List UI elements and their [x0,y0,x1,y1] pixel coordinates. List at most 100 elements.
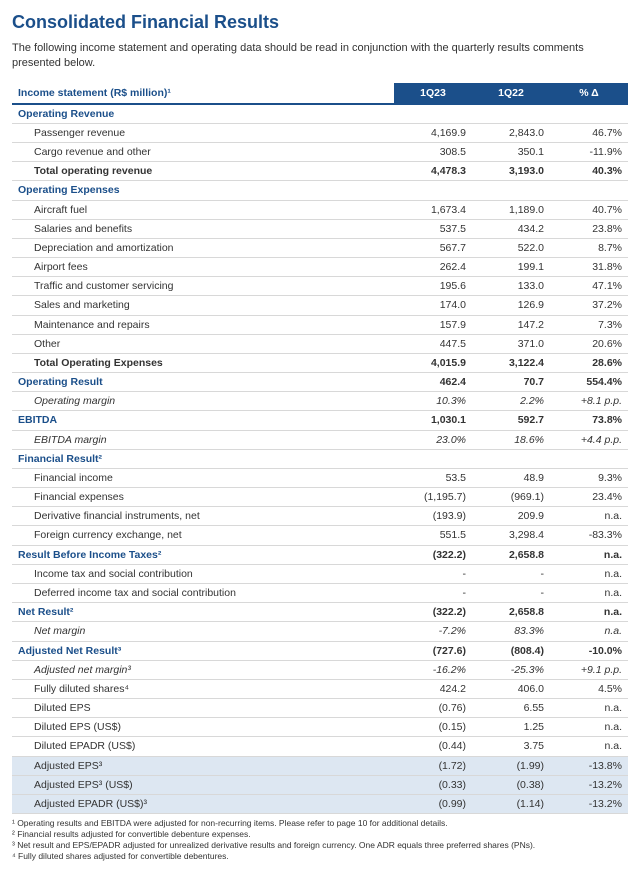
table-row: Operating Result462.470.7554.4% [12,373,628,392]
row-label: Operating Expenses [12,181,394,200]
row-c2: - [472,564,550,583]
table-row: Cargo revenue and other308.5350.1-11.9% [12,143,628,162]
row-c3: 23.4% [550,488,628,507]
table-row: Financial income53.548.99.3% [12,468,628,487]
row-label: Financial income [12,468,394,487]
header-label: Income statement (R$ million)¹ [12,83,394,104]
row-c1: 424.2 [394,679,472,698]
row-c3: 20.6% [550,334,628,353]
table-row: Derivative financial instruments, net(19… [12,507,628,526]
row-c2: 434.2 [472,219,550,238]
row-c1: (322.2) [394,603,472,622]
row-c2: 371.0 [472,334,550,353]
table-row: Result Before Income Taxes²(322.2)2,658.… [12,545,628,564]
row-c2: 3,298.4 [472,526,550,545]
row-c3: 23.8% [550,219,628,238]
table-row: Financial expenses(1,195.7)(969.1)23.4% [12,488,628,507]
row-c2 [472,449,550,468]
table-row: Airport fees262.4199.131.8% [12,258,628,277]
table-row: Diluted EPADR (US$)(0.44)3.75n.a. [12,737,628,756]
row-c1: (1.72) [394,756,472,775]
table-row: Depreciation and amortization567.7522.08… [12,238,628,257]
footnote-4: ⁴ Fully diluted shares adjusted for conv… [12,851,628,862]
row-c1: 567.7 [394,238,472,257]
table-row: Adjusted net margin³-16.2%-25.3%+9.1 p.p… [12,660,628,679]
row-c1 [394,449,472,468]
row-label: Operating Revenue [12,104,394,124]
row-label: Diluted EPS [12,699,394,718]
row-c1: (0.15) [394,718,472,737]
row-c1: 157.9 [394,315,472,334]
row-c2: 209.9 [472,507,550,526]
table-row: Adjusted EPADR (US$)³(0.99)(1.14)-13.2% [12,794,628,813]
row-label: Maintenance and repairs [12,315,394,334]
row-c2: 6.55 [472,699,550,718]
table-row: Financial Result² [12,449,628,468]
row-c2: 406.0 [472,679,550,698]
row-label: Foreign currency exchange, net [12,526,394,545]
row-c1: 4,015.9 [394,353,472,372]
row-c1: -16.2% [394,660,472,679]
row-c2: 1,189.0 [472,200,550,219]
row-c3: 4.5% [550,679,628,698]
table-row: Maintenance and repairs157.9147.27.3% [12,315,628,334]
row-label: Sales and marketing [12,296,394,315]
row-c2: (1.14) [472,794,550,813]
row-label: Financial expenses [12,488,394,507]
row-c1: 23.0% [394,430,472,449]
table-row: Passenger revenue4,169.92,843.046.7% [12,123,628,142]
table-row: Adjusted Net Result³(727.6)(808.4)-10.0% [12,641,628,660]
row-c3: 46.7% [550,123,628,142]
row-c1: (193.9) [394,507,472,526]
row-c1: - [394,564,472,583]
row-label: Adjusted EPS³ (US$) [12,775,394,794]
table-row: Foreign currency exchange, net551.53,298… [12,526,628,545]
table-row: EBITDA margin23.0%18.6%+4.4 p.p. [12,430,628,449]
table-row: Traffic and customer servicing195.6133.0… [12,277,628,296]
row-label: Total Operating Expenses [12,353,394,372]
header-col3: % Δ [550,83,628,104]
row-label: Result Before Income Taxes² [12,545,394,564]
row-c3: -13.2% [550,794,628,813]
row-c3: n.a. [550,564,628,583]
row-c1: (0.99) [394,794,472,813]
footnote-3: ³ Net result and EPS/EPADR adjusted for … [12,840,628,851]
row-c3: n.a. [550,718,628,737]
row-c1: 174.0 [394,296,472,315]
row-c3: +4.4 p.p. [550,430,628,449]
row-c2: 3.75 [472,737,550,756]
row-c2: 48.9 [472,468,550,487]
row-label: Adjusted Net Result³ [12,641,394,660]
row-c3: n.a. [550,622,628,641]
row-label: EBITDA [12,411,394,430]
row-c3: 40.3% [550,162,628,181]
row-c1: (322.2) [394,545,472,564]
table-row: Operating Revenue [12,104,628,124]
row-c2: 2,658.8 [472,545,550,564]
row-c3: n.a. [550,545,628,564]
row-c3 [550,449,628,468]
row-label: Depreciation and amortization [12,238,394,257]
row-c3: 8.7% [550,238,628,257]
row-c2: 2,843.0 [472,123,550,142]
row-c2: 2.2% [472,392,550,411]
row-label: Adjusted EPS³ [12,756,394,775]
row-c2: 350.1 [472,143,550,162]
row-label: EBITDA margin [12,430,394,449]
footnotes: ¹ Operating results and EBITDA were adju… [12,818,628,862]
row-c3: 28.6% [550,353,628,372]
income-statement-table: Income statement (R$ million)¹ 1Q23 1Q22… [12,83,628,814]
row-c2: -25.3% [472,660,550,679]
row-c2: 18.6% [472,430,550,449]
table-row: Fully diluted shares⁴424.2406.04.5% [12,679,628,698]
row-label: Financial Result² [12,449,394,468]
row-label: Traffic and customer servicing [12,277,394,296]
table-row: Diluted EPS (US$)(0.15)1.25n.a. [12,718,628,737]
row-label: Diluted EPADR (US$) [12,737,394,756]
row-c3: 37.2% [550,296,628,315]
footnote-1: ¹ Operating results and EBITDA were adju… [12,818,628,829]
row-c1: 551.5 [394,526,472,545]
row-c2: 3,122.4 [472,353,550,372]
row-label: Passenger revenue [12,123,394,142]
row-label: Cargo revenue and other [12,143,394,162]
